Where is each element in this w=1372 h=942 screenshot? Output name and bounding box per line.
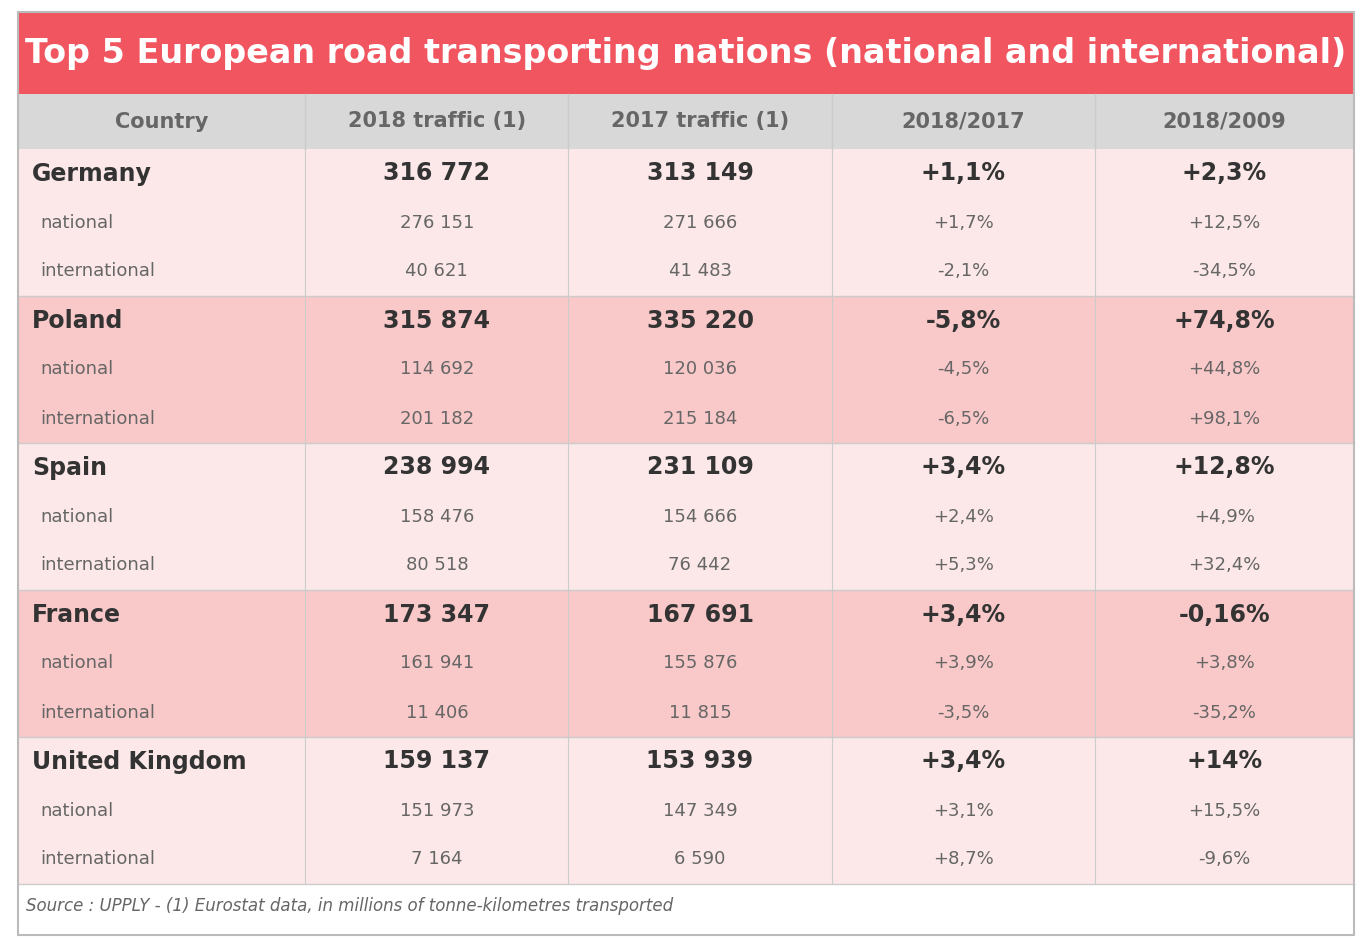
Text: 6 590: 6 590 — [675, 851, 726, 869]
Text: +12,5%: +12,5% — [1188, 214, 1261, 232]
Text: +74,8%: +74,8% — [1173, 308, 1275, 333]
Text: international: international — [40, 557, 155, 575]
Text: 40 621: 40 621 — [406, 263, 468, 281]
Text: 153 939: 153 939 — [646, 750, 753, 773]
Text: -3,5%: -3,5% — [937, 704, 989, 722]
Text: -2,1%: -2,1% — [937, 263, 989, 281]
Text: 159 137: 159 137 — [383, 750, 490, 773]
Bar — [18, 149, 1354, 296]
Text: 215 184: 215 184 — [663, 410, 737, 428]
Bar — [18, 443, 1354, 590]
Text: 76 442: 76 442 — [668, 557, 731, 575]
Text: Germany: Germany — [32, 161, 152, 186]
Text: +3,1%: +3,1% — [933, 802, 993, 820]
Bar — [18, 737, 1354, 884]
Text: +2,3%: +2,3% — [1181, 161, 1266, 186]
Text: 173 347: 173 347 — [383, 603, 490, 626]
Text: +14%: +14% — [1187, 750, 1262, 773]
Text: +3,8%: +3,8% — [1194, 655, 1255, 673]
Text: 167 691: 167 691 — [646, 603, 753, 626]
Bar — [18, 94, 1354, 149]
Text: 2018 traffic (1): 2018 traffic (1) — [347, 111, 525, 132]
Text: international: international — [40, 263, 155, 281]
Text: 271 666: 271 666 — [663, 214, 737, 232]
Text: +44,8%: +44,8% — [1188, 361, 1261, 379]
Text: national: national — [40, 361, 114, 379]
Text: +3,9%: +3,9% — [933, 655, 993, 673]
Text: 120 036: 120 036 — [663, 361, 737, 379]
Text: 315 874: 315 874 — [383, 308, 490, 333]
Text: Poland: Poland — [32, 308, 123, 333]
Text: 201 182: 201 182 — [399, 410, 473, 428]
Text: +3,4%: +3,4% — [921, 603, 1006, 626]
Text: national: national — [40, 214, 114, 232]
Text: France: France — [32, 603, 121, 626]
Bar — [18, 296, 1354, 443]
Text: United Kingdom: United Kingdom — [32, 750, 247, 773]
Text: 335 220: 335 220 — [646, 308, 753, 333]
Text: +1,7%: +1,7% — [933, 214, 993, 232]
Text: Source : UPPLY - (1) Eurostat data, in millions of tonne-kilometres transported: Source : UPPLY - (1) Eurostat data, in m… — [26, 897, 674, 915]
Text: +8,7%: +8,7% — [933, 851, 993, 869]
Text: 316 772: 316 772 — [383, 161, 490, 186]
Text: 11 406: 11 406 — [406, 704, 468, 722]
Text: +32,4%: +32,4% — [1188, 557, 1261, 575]
Text: +1,1%: +1,1% — [921, 161, 1006, 186]
Text: 238 994: 238 994 — [383, 456, 490, 479]
Text: national: national — [40, 802, 114, 820]
Text: 313 149: 313 149 — [646, 161, 753, 186]
Text: -5,8%: -5,8% — [926, 308, 1000, 333]
Text: 2018/2009: 2018/2009 — [1162, 111, 1287, 132]
Text: Top 5 European road transporting nations (national and international): Top 5 European road transporting nations… — [25, 37, 1347, 70]
Text: +98,1%: +98,1% — [1188, 410, 1261, 428]
Text: 2018/2017: 2018/2017 — [901, 111, 1025, 132]
Text: Spain: Spain — [32, 456, 107, 479]
Text: Country: Country — [115, 111, 209, 132]
Text: -9,6%: -9,6% — [1198, 851, 1250, 869]
Text: 231 109: 231 109 — [646, 456, 753, 479]
Text: +3,4%: +3,4% — [921, 456, 1006, 479]
Text: +5,3%: +5,3% — [933, 557, 993, 575]
Text: 11 815: 11 815 — [668, 704, 731, 722]
Text: 7 164: 7 164 — [412, 851, 462, 869]
Text: -6,5%: -6,5% — [937, 410, 989, 428]
Text: -34,5%: -34,5% — [1192, 263, 1257, 281]
Text: 147 349: 147 349 — [663, 802, 737, 820]
Text: +15,5%: +15,5% — [1188, 802, 1261, 820]
Text: international: international — [40, 410, 155, 428]
Text: +4,9%: +4,9% — [1194, 508, 1255, 526]
Bar — [18, 12, 1354, 94]
Text: +12,8%: +12,8% — [1173, 456, 1275, 479]
Text: 158 476: 158 476 — [399, 508, 473, 526]
Text: 155 876: 155 876 — [663, 655, 737, 673]
Text: -4,5%: -4,5% — [937, 361, 989, 379]
Text: +2,4%: +2,4% — [933, 508, 993, 526]
Text: -35,2%: -35,2% — [1192, 704, 1257, 722]
Text: 80 518: 80 518 — [406, 557, 468, 575]
Text: international: international — [40, 704, 155, 722]
Text: 276 151: 276 151 — [399, 214, 473, 232]
Text: 114 692: 114 692 — [399, 361, 473, 379]
Text: +3,4%: +3,4% — [921, 750, 1006, 773]
Text: national: national — [40, 508, 114, 526]
Text: -0,16%: -0,16% — [1179, 603, 1270, 626]
Text: international: international — [40, 851, 155, 869]
Text: national: national — [40, 655, 114, 673]
Text: 161 941: 161 941 — [399, 655, 473, 673]
Text: 151 973: 151 973 — [399, 802, 475, 820]
Text: 2017 traffic (1): 2017 traffic (1) — [611, 111, 789, 132]
Bar — [18, 590, 1354, 737]
Text: 41 483: 41 483 — [668, 263, 731, 281]
Text: 154 666: 154 666 — [663, 508, 737, 526]
